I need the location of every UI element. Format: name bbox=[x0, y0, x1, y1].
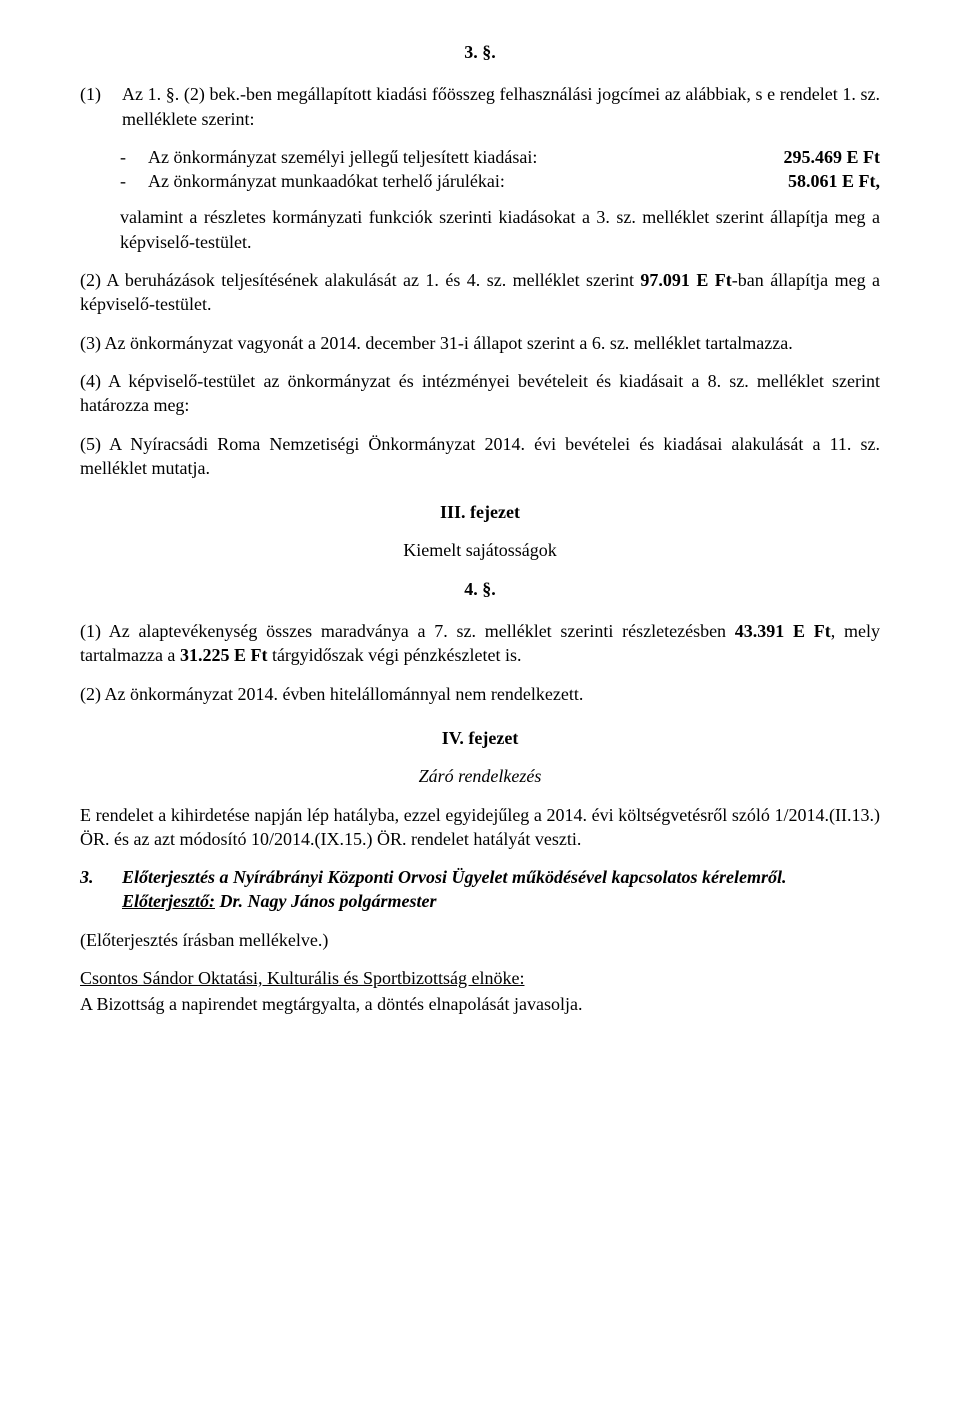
dash-icon: - bbox=[120, 169, 148, 193]
sec3-para5: (5) A Nyíracsádi Roma Nemzetiségi Önkorm… bbox=[80, 432, 880, 481]
item3-line2-label: Előterjesztő: bbox=[122, 891, 215, 911]
sec3-indent-para: valamint a részletes kormányzati funkció… bbox=[120, 205, 880, 254]
sec3-p2-bold: 97.091 E Ft bbox=[640, 270, 731, 290]
sec3-para1: (1) Az 1. §. (2) bek.-ben megállapított … bbox=[80, 82, 880, 131]
sec3-list-item-1: - Az önkormányzat személyi jellegű telje… bbox=[120, 145, 880, 169]
sec3-para4: (4) A képviselő-testület az önkormányzat… bbox=[80, 369, 880, 418]
sec3-p1-body: Az 1. §. (2) bek.-ben megállapított kiad… bbox=[122, 82, 880, 131]
chapter-4-title: IV. fejezet bbox=[80, 726, 880, 750]
sec3-para2: (2) A beruházások teljesítésének alakulá… bbox=[80, 268, 880, 317]
sec3-list2-value: 58.061 E Ft, bbox=[764, 169, 880, 193]
sec4-p1-bold2: 31.225 E Ft bbox=[180, 645, 268, 665]
item3-line1: Előterjesztés a Nyírábrányi Központi Orv… bbox=[122, 867, 786, 887]
attachment-note: (Előterjesztés írásban mellékelve.) bbox=[80, 928, 880, 952]
section-3-number: 3. §. bbox=[80, 40, 880, 64]
sec3-list1-value: 295.469 E Ft bbox=[760, 145, 881, 169]
chapter-3-title: III. fejezet bbox=[80, 500, 880, 524]
chapter-3-subtitle: Kiemelt sajátosságok bbox=[80, 538, 880, 562]
closing-paragraph: E rendelet a kihirdetése napján lép hatá… bbox=[80, 803, 880, 852]
sec4-para2: (2) Az önkormányzat 2014. évben hiteláll… bbox=[80, 682, 880, 706]
item3-number: 3. bbox=[80, 865, 122, 914]
sec3-p1-marker: (1) bbox=[80, 82, 122, 131]
section-4-number: 4. §. bbox=[80, 577, 880, 601]
committee-chair-name: Csontos Sándor Oktatási, Kulturális és S… bbox=[80, 968, 524, 988]
sec4-p1-c: tárgyidőszak végi pénzkészletet is. bbox=[267, 645, 521, 665]
sec3-list-item-2: - Az önkormányzat munkaadókat terhelő já… bbox=[120, 169, 880, 193]
chapter-4-subtitle: Záró rendelkezés bbox=[80, 764, 880, 788]
dash-icon: - bbox=[120, 145, 148, 169]
committee-text: A Bizottság a napirendet megtárgyalta, a… bbox=[80, 992, 880, 1016]
sec4-para1: (1) Az alaptevékenység összes maradványa… bbox=[80, 619, 880, 668]
sec4-p1-a: (1) Az alaptevékenység összes maradványa… bbox=[80, 621, 735, 641]
document-page: 3. §. (1) Az 1. §. (2) bek.-ben megállap… bbox=[0, 0, 960, 1416]
sec3-list: - Az önkormányzat személyi jellegű telje… bbox=[120, 145, 880, 194]
agenda-item-3: 3. Előterjesztés a Nyírábrányi Központi … bbox=[80, 865, 880, 914]
sec3-para3: (3) Az önkormányzat vagyonát a 2014. dec… bbox=[80, 331, 880, 355]
sec3-p2-a: (2) A beruházások teljesítésének alakulá… bbox=[80, 270, 640, 290]
sec3-list1-label: Az önkormányzat személyi jellegű teljesí… bbox=[148, 145, 760, 169]
item3-line2-rest: Dr. Nagy János polgármester bbox=[215, 891, 437, 911]
sec3-list2-label: Az önkormányzat munkaadókat terhelő járu… bbox=[148, 169, 764, 193]
sec4-p1-bold1: 43.391 E Ft bbox=[735, 621, 831, 641]
